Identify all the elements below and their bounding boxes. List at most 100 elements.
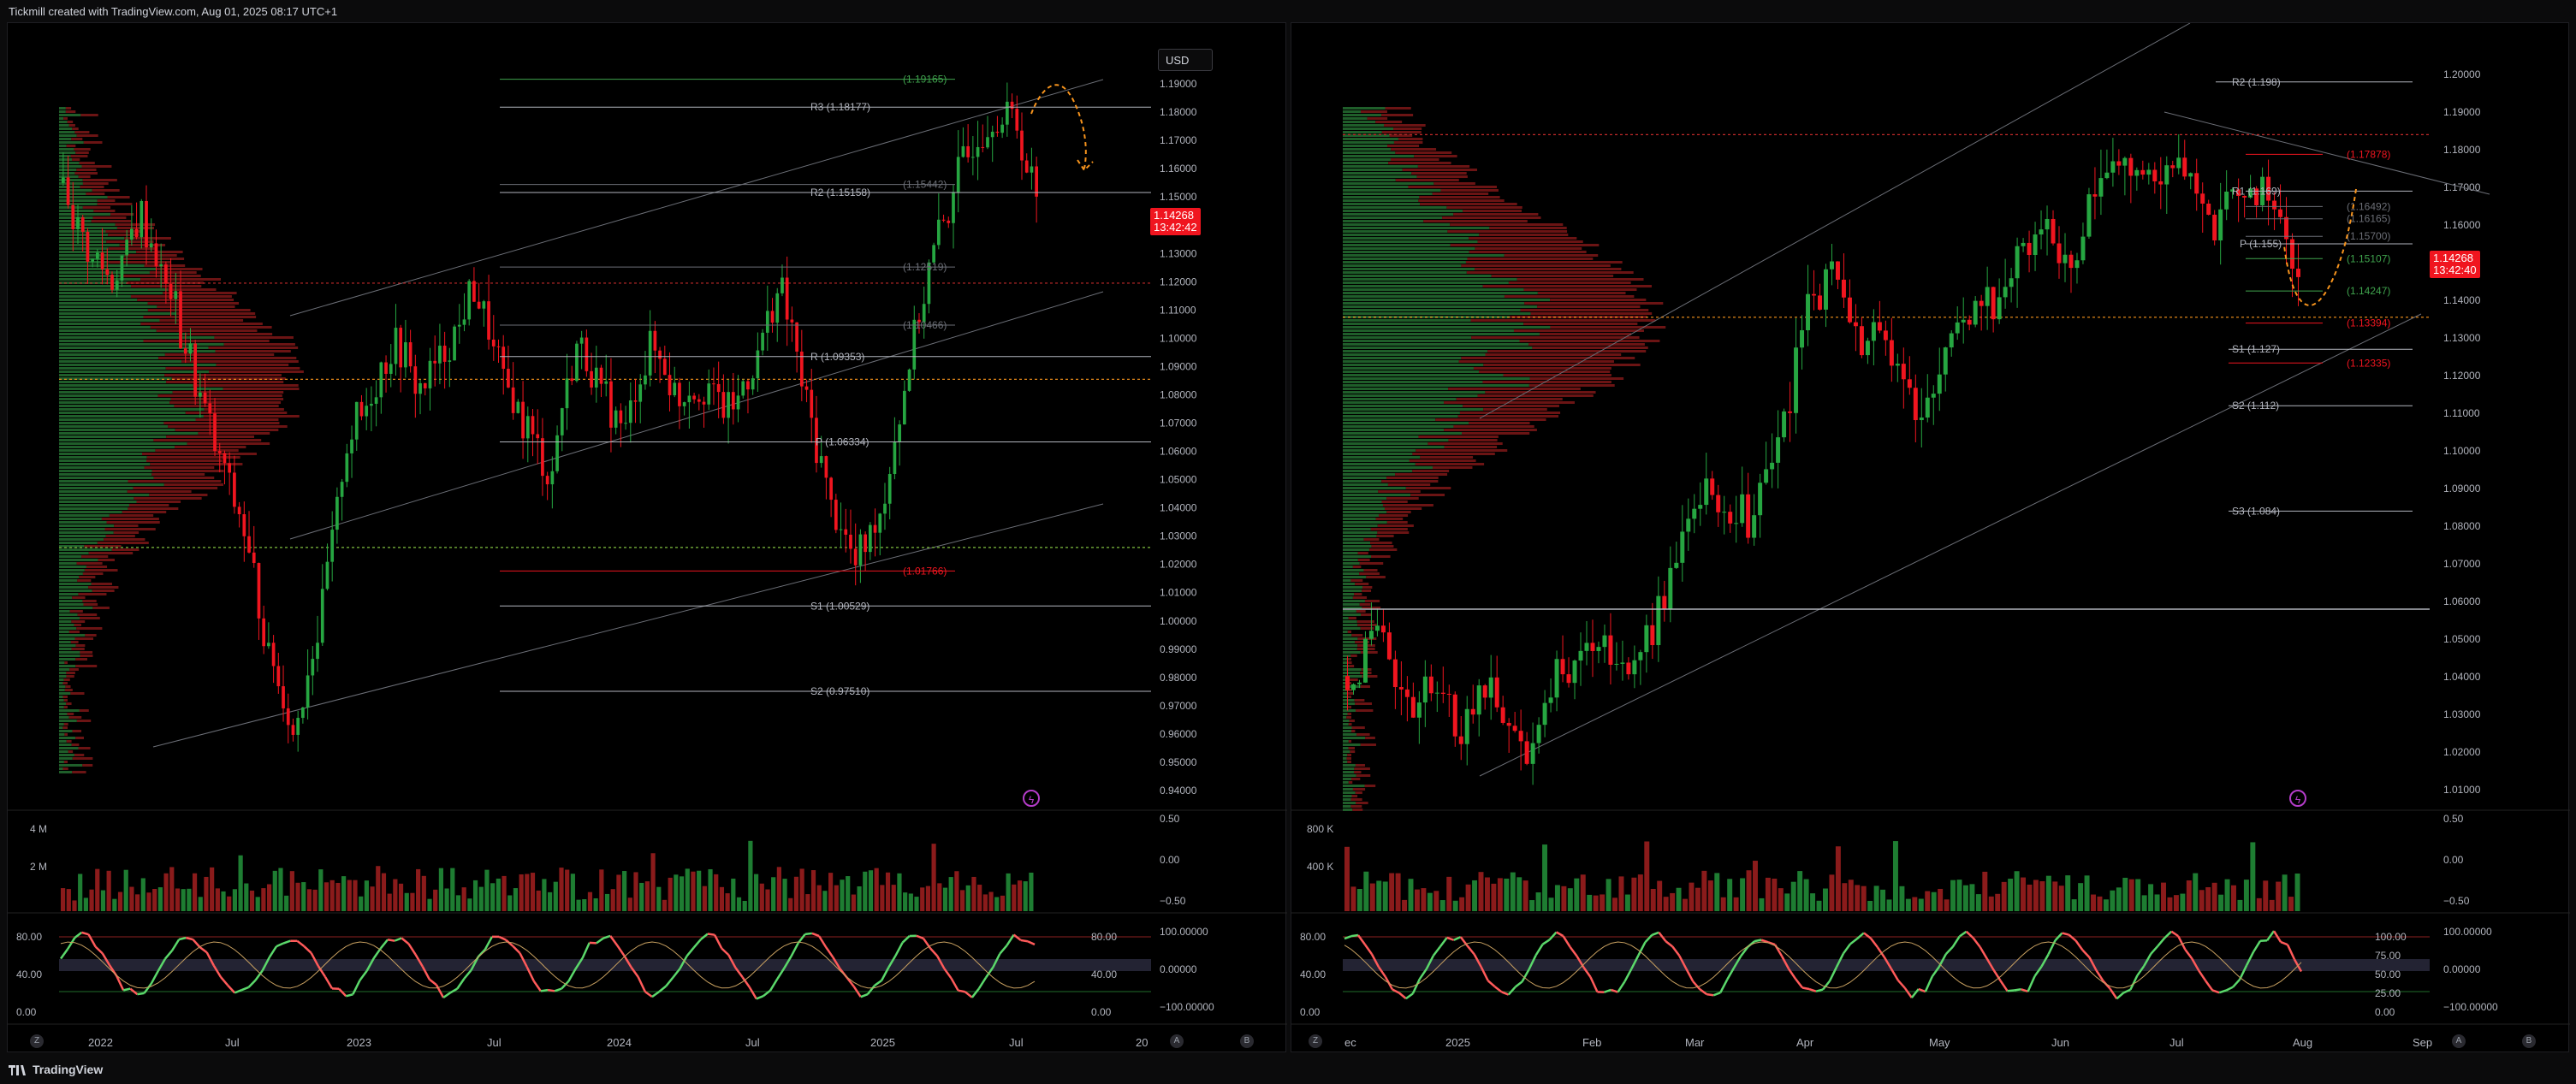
candle-body	[834, 500, 838, 530]
left-chart-panel[interactable]: 1.200001.190001.180001.170001.160001.150…	[7, 22, 1287, 1053]
volume-profile-bar	[1355, 641, 1369, 643]
currency-button[interactable]: USD	[1158, 49, 1213, 71]
auto-icon[interactable]: A	[1170, 1034, 1184, 1048]
candle-body	[736, 395, 740, 410]
volume-profile-bar	[1471, 336, 1640, 339]
candle-body	[130, 228, 134, 240]
volume-profile-bar	[1343, 579, 1351, 582]
volume-profile-bar	[1343, 569, 1364, 572]
volume-bar	[232, 889, 238, 911]
volume-bar	[112, 898, 117, 911]
log-icon-right[interactable]: B	[2522, 1034, 2536, 1048]
volume-profile-bar	[59, 576, 80, 578]
zoom-icon[interactable]: Z	[30, 1034, 44, 1048]
volume-bar	[1017, 880, 1023, 911]
volume-profile-bar	[1387, 483, 1431, 486]
volume-bar	[622, 871, 627, 911]
volume-bar	[559, 868, 564, 911]
left-chart-canvas[interactable]: 1.200001.190001.180001.170001.160001.150…	[8, 23, 1287, 1053]
oscillator-line	[414, 954, 424, 968]
oscillator-line	[1370, 953, 1380, 968]
volume-profile-bar	[76, 720, 92, 722]
volume-profile-bar	[59, 631, 69, 633]
volume-bar	[639, 882, 644, 911]
oscillator-line	[1733, 955, 1742, 968]
candle-body	[668, 375, 672, 395]
volume-profile-bar	[68, 631, 80, 633]
volume-profile-bar	[1350, 750, 1356, 753]
candle-body	[365, 406, 369, 417]
volume-profile-bar	[59, 216, 93, 219]
volume-profile-bar	[59, 740, 67, 743]
volume-bar	[1624, 894, 1630, 911]
volume-profile-bar	[1465, 261, 1623, 264]
volume-profile-bar	[59, 494, 150, 496]
oscillator-line	[804, 932, 813, 936]
volume-bar	[444, 888, 449, 911]
volume-profile-bar	[59, 569, 85, 572]
lightning-icon-right[interactable]: ϟ	[2289, 790, 2306, 807]
volume-profile-bar	[93, 210, 116, 212]
right-chart-canvas[interactable]: 1.200001.190001.180001.170001.160001.150…	[1291, 22, 2570, 1053]
price-axis-label: 1.03000	[1160, 530, 1197, 542]
candle-body	[1841, 279, 1846, 298]
volume-profile-bar	[1357, 624, 1377, 626]
volume-bar	[1714, 873, 1720, 911]
oscillator-line	[874, 979, 882, 986]
volume-bar	[1848, 880, 1854, 911]
volume-profile-bar	[1381, 114, 1414, 116]
candle-body	[761, 332, 764, 351]
candle-body	[193, 343, 198, 397]
candle-body	[1835, 261, 1840, 280]
candle-body	[1626, 662, 1631, 675]
price-axis-label: 1.20000	[2443, 68, 2481, 80]
volume-profile-bar	[59, 613, 78, 616]
candle-body	[604, 381, 608, 384]
pivot-level-label: R2 (1.15158)	[810, 187, 870, 198]
zoom-icon-right[interactable]: Z	[1309, 1034, 1322, 1048]
volume-bar	[1733, 897, 1739, 911]
oscillator-line	[554, 987, 562, 992]
volume-profile-bar	[1343, 114, 1382, 116]
volume-bar	[1459, 897, 1465, 911]
right-chart-panel[interactable]: 1.200001.190001.180001.170001.160001.150…	[1291, 22, 2570, 1053]
log-icon[interactable]: B	[1240, 1034, 1254, 1048]
candle-body	[633, 400, 638, 402]
candle-body	[1704, 478, 1709, 506]
oscillator-line	[2205, 980, 2214, 992]
oscillator-line	[1951, 935, 1961, 948]
time-axis-label: 2025	[870, 1036, 895, 1049]
volume-profile-bar	[59, 682, 63, 684]
volume-profile-bar	[92, 589, 115, 592]
oscillator-line	[596, 937, 604, 945]
volume-profile-bar	[1343, 206, 1447, 209]
auto-icon-right[interactable]: A	[2452, 1034, 2466, 1048]
oscillator-line	[519, 952, 528, 968]
candle-body	[746, 381, 750, 390]
volume-bar	[1746, 870, 1752, 911]
candle-body	[1710, 478, 1715, 495]
lightning-icon[interactable]: ϟ	[1023, 790, 1040, 807]
tradingview-logo[interactable]: TradingView	[9, 1063, 103, 1076]
volume-profile-bar	[1539, 333, 1632, 335]
last-price-badge: 1.14268 13:42:42	[1150, 208, 1201, 235]
volume-profile-bar	[1353, 771, 1362, 773]
volume-profile-bar	[1343, 613, 1362, 616]
volume-profile-bar	[209, 370, 304, 373]
oscillator-line	[567, 968, 577, 982]
candle-body	[2140, 169, 2146, 175]
volume-profile-bar	[59, 617, 80, 619]
oscillator-line	[234, 989, 242, 994]
oscillator-line	[449, 987, 458, 994]
volume-profile-bar	[107, 196, 130, 198]
volume-profile-bar	[77, 579, 92, 582]
time-axis-label: Apr	[1796, 1036, 1814, 1049]
volume-bar	[530, 873, 536, 911]
oscillator-line	[1012, 933, 1022, 941]
volume-profile-bar	[1343, 227, 1490, 229]
candle-body	[80, 217, 85, 232]
volume-bar	[1683, 898, 1688, 911]
volume-profile-bar	[59, 439, 154, 441]
volume-profile-bar	[1343, 456, 1421, 459]
candle-body	[1010, 101, 1014, 110]
